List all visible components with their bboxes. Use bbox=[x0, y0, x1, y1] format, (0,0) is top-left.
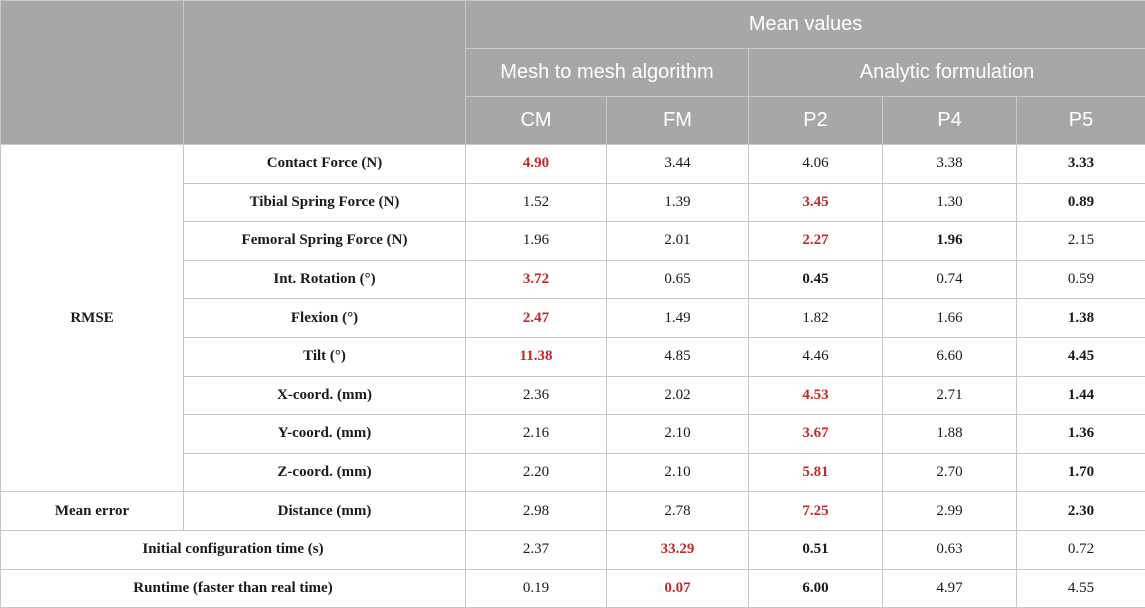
value-cell: 0.07 bbox=[607, 569, 749, 608]
row-label: X-coord. (mm) bbox=[184, 376, 466, 415]
value-cell: 1.30 bbox=[883, 183, 1017, 222]
value-cell: 3.67 bbox=[749, 415, 883, 454]
value-cell: 0.74 bbox=[883, 260, 1017, 299]
row-label: Distance (mm) bbox=[184, 492, 466, 531]
value-cell: 5.81 bbox=[749, 453, 883, 492]
value-cell: 4.53 bbox=[749, 376, 883, 415]
value-cell: 4.90 bbox=[466, 145, 607, 184]
value-cell: 7.25 bbox=[749, 492, 883, 531]
value-cell: 2.20 bbox=[466, 453, 607, 492]
value-cell: 1.36 bbox=[1017, 415, 1145, 454]
value-cell: 11.38 bbox=[466, 337, 607, 376]
value-cell: 2.16 bbox=[466, 415, 607, 454]
value-cell: 1.88 bbox=[883, 415, 1017, 454]
value-cell: 1.70 bbox=[1017, 453, 1145, 492]
row-label: Initial configuration time (s) bbox=[1, 530, 466, 569]
value-cell: 2.01 bbox=[607, 222, 749, 261]
value-cell: 0.59 bbox=[1017, 260, 1145, 299]
value-cell: 1.49 bbox=[607, 299, 749, 338]
value-cell: 1.38 bbox=[1017, 299, 1145, 338]
value-cell: 2.15 bbox=[1017, 222, 1145, 261]
value-cell: 0.19 bbox=[466, 569, 607, 608]
value-cell: 3.38 bbox=[883, 145, 1017, 184]
row-label: Int. Rotation (°) bbox=[184, 260, 466, 299]
value-cell: 0.72 bbox=[1017, 530, 1145, 569]
value-cell: 2.70 bbox=[883, 453, 1017, 492]
value-cell: 3.45 bbox=[749, 183, 883, 222]
value-cell: 0.63 bbox=[883, 530, 1017, 569]
value-cell: 3.44 bbox=[607, 145, 749, 184]
col-header-cm: CM bbox=[466, 97, 607, 145]
col-header-p4: P4 bbox=[883, 97, 1017, 145]
col-header-p2: P2 bbox=[749, 97, 883, 145]
value-cell: 2.37 bbox=[466, 530, 607, 569]
value-cell: 0.45 bbox=[749, 260, 883, 299]
row-label: Z-coord. (mm) bbox=[184, 453, 466, 492]
row-label: Femoral Spring Force (N) bbox=[184, 222, 466, 261]
value-cell: 3.72 bbox=[466, 260, 607, 299]
row-label: Flexion (°) bbox=[184, 299, 466, 338]
value-cell: 4.46 bbox=[749, 337, 883, 376]
col-header-p5: P5 bbox=[1017, 97, 1145, 145]
header-mesh-algorithm: Mesh to mesh algorithm bbox=[466, 49, 749, 97]
value-cell: 1.66 bbox=[883, 299, 1017, 338]
value-cell: 6.60 bbox=[883, 337, 1017, 376]
value-cell: 1.82 bbox=[749, 299, 883, 338]
value-cell: 2.10 bbox=[607, 453, 749, 492]
group-label-mean-error: Mean error bbox=[1, 492, 184, 531]
value-cell: 0.51 bbox=[749, 530, 883, 569]
value-cell: 1.96 bbox=[466, 222, 607, 261]
value-cell: 4.55 bbox=[1017, 569, 1145, 608]
row-label: Y-coord. (mm) bbox=[184, 415, 466, 454]
row-label: Tibial Spring Force (N) bbox=[184, 183, 466, 222]
value-cell: 2.47 bbox=[466, 299, 607, 338]
value-cell: 3.33 bbox=[1017, 145, 1145, 184]
row-label: Runtime (faster than real time) bbox=[1, 569, 466, 608]
value-cell: 2.78 bbox=[607, 492, 749, 531]
value-cell: 0.89 bbox=[1017, 183, 1145, 222]
header-mean-values: Mean values bbox=[466, 1, 1145, 49]
value-cell: 4.85 bbox=[607, 337, 749, 376]
value-cell: 1.52 bbox=[466, 183, 607, 222]
value-cell: 0.65 bbox=[607, 260, 749, 299]
value-cell: 33.29 bbox=[607, 530, 749, 569]
col-header-fm: FM bbox=[607, 97, 749, 145]
value-cell: 1.44 bbox=[1017, 376, 1145, 415]
value-cell: 2.71 bbox=[883, 376, 1017, 415]
value-cell: 1.96 bbox=[883, 222, 1017, 261]
row-label: Contact Force (N) bbox=[184, 145, 466, 184]
value-cell: 2.10 bbox=[607, 415, 749, 454]
value-cell: 2.30 bbox=[1017, 492, 1145, 531]
header-blank bbox=[184, 1, 466, 145]
value-cell: 4.45 bbox=[1017, 337, 1145, 376]
value-cell: 6.00 bbox=[749, 569, 883, 608]
header-corner bbox=[1, 1, 184, 145]
value-cell: 1.39 bbox=[607, 183, 749, 222]
value-cell: 2.98 bbox=[466, 492, 607, 531]
value-cell: 2.02 bbox=[607, 376, 749, 415]
row-label: Tilt (°) bbox=[184, 337, 466, 376]
value-cell: 2.27 bbox=[749, 222, 883, 261]
group-label-rmse: RMSE bbox=[1, 145, 184, 492]
value-cell: 2.99 bbox=[883, 492, 1017, 531]
value-cell: 2.36 bbox=[466, 376, 607, 415]
value-cell: 4.06 bbox=[749, 145, 883, 184]
header-analytic-formulation: Analytic formulation bbox=[749, 49, 1145, 97]
value-cell: 4.97 bbox=[883, 569, 1017, 608]
